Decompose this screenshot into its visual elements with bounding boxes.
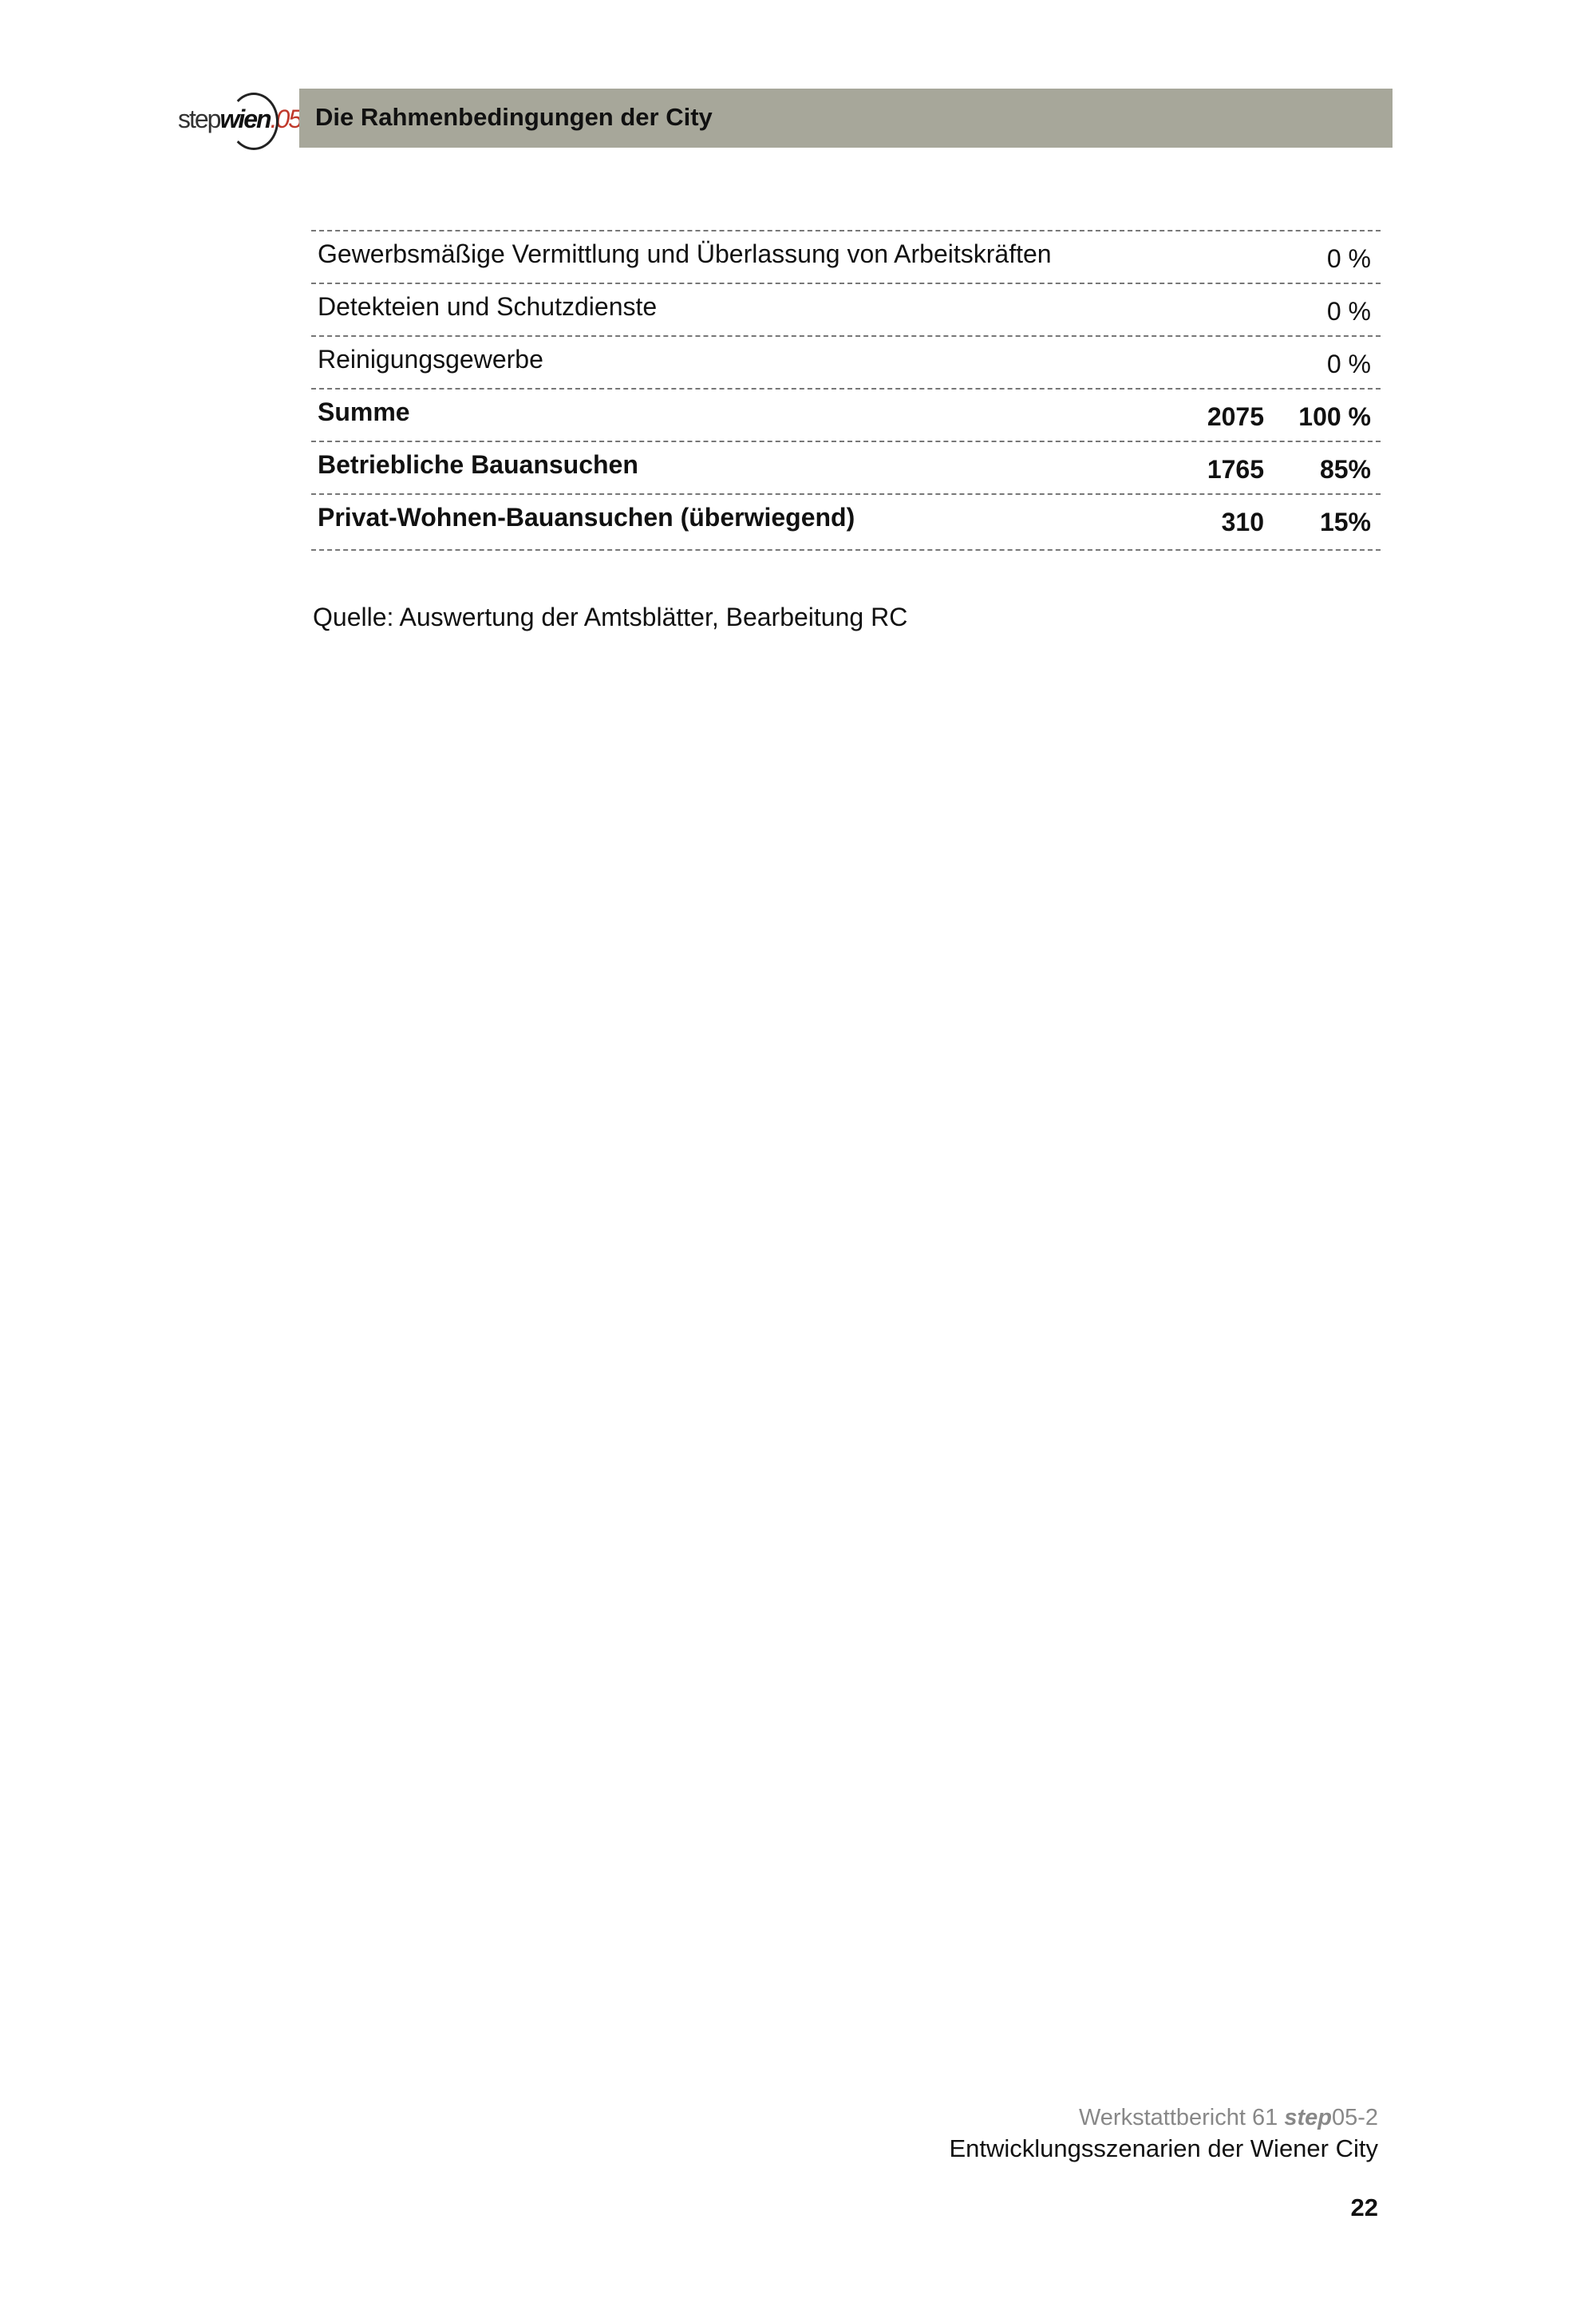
row-percent: 0 % <box>1326 297 1371 326</box>
table-row: Detekteien und Schutzdienste 0 % <box>311 283 1381 335</box>
table-row: Privat-Wohnen-Bauansuchen (überwiegend) 3… <box>311 493 1381 536</box>
table-bottom-rule <box>311 549 1381 551</box>
row-count: 2075 <box>1207 402 1264 431</box>
row-percent: 100 % <box>1298 402 1371 431</box>
footer-series-step: step <box>1284 2105 1332 2130</box>
row-percent: 15% <box>1319 508 1371 536</box>
row-percent: 0 % <box>1326 350 1371 378</box>
page-number: 22 <box>1350 2193 1378 2221</box>
row-label: Summe <box>318 398 410 426</box>
row-label: Betriebliche Bauansuchen <box>318 450 638 479</box>
table-row: Reinigungsgewerbe 0 % <box>311 335 1381 388</box>
stepwien-logo: step wien .05 <box>177 89 302 150</box>
footer-subtitle: Entwicklungsszenarien der Wiener City <box>949 2134 1378 2162</box>
footer-series-suffix: 05-2 <box>1331 2105 1378 2130</box>
page-title: Die Rahmenbedingungen der City <box>315 103 713 131</box>
row-label: Gewerbsmäßige Vermittlung und Überlassun… <box>318 239 1052 268</box>
row-label: Reinigungsgewerbe <box>318 345 543 374</box>
table-row: Gewerbsmäßige Vermittlung und Überlassun… <box>311 230 1381 283</box>
footer-series: Werkstattbericht 61 step05-2 <box>1079 2105 1378 2131</box>
table-row: Betriebliche Bauansuchen 1765 85% <box>311 441 1381 493</box>
row-label: Detekteien und Schutzdienste <box>318 292 658 321</box>
row-label: Privat-Wohnen-Bauansuchen (überwiegend) <box>318 503 855 532</box>
footer-series-prefix: Werkstattbericht 61 <box>1078 2105 1285 2130</box>
source-note: Quelle: Auswertung der Amtsblätter, Bear… <box>313 603 908 631</box>
header-bar: Die Rahmenbedingungen der City <box>299 89 1393 148</box>
row-percent: 85% <box>1319 455 1371 484</box>
table-row: Summe 2075 100 % <box>311 388 1381 441</box>
data-table: Gewerbsmäßige Vermittlung und Überlassun… <box>311 230 1381 536</box>
row-count: 1765 <box>1207 455 1264 484</box>
row-percent: 0 % <box>1326 244 1371 273</box>
logo-step: step <box>177 104 222 133</box>
row-count: 310 <box>1221 508 1264 536</box>
logo-swoosh <box>229 93 279 150</box>
